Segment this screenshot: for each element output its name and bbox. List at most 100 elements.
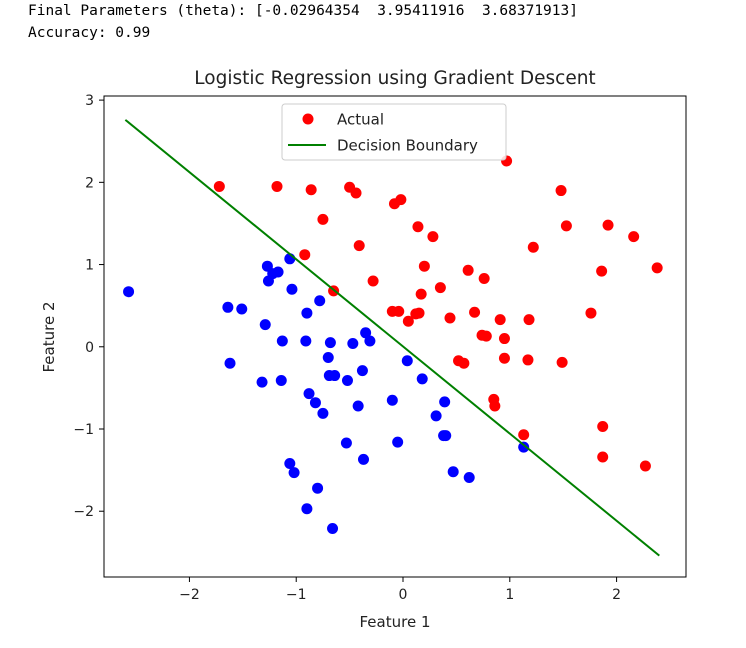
data-point-class-0 (303, 388, 315, 400)
data-point-class-0 (322, 351, 334, 363)
data-point-class-0 (301, 307, 313, 319)
data-point-class-1 (480, 330, 492, 342)
data-point-class-1 (427, 231, 439, 243)
data-point-class-0 (301, 503, 313, 515)
decision-boundary-line (124, 119, 660, 557)
data-point-class-1 (213, 180, 225, 192)
data-point-class-0 (324, 337, 336, 349)
data-point-class-1 (560, 220, 572, 232)
y-tick-label: −1 (73, 422, 94, 438)
data-point-class-1 (393, 305, 405, 317)
y-tick-label: 2 (85, 175, 94, 191)
data-point-class-1 (413, 307, 425, 319)
data-point-class-1 (412, 221, 424, 233)
data-point-class-1 (305, 184, 317, 196)
plot-frame (103, 95, 687, 578)
data-point-class-1 (402, 315, 414, 327)
data-point-class-0 (463, 472, 475, 484)
data-point-class-1 (434, 282, 446, 294)
legend-dot-marker (302, 113, 314, 125)
data-point-class-1 (271, 180, 283, 192)
data-point-class-0 (329, 370, 341, 382)
data-point-class-0 (518, 441, 530, 453)
data-point-class-0 (312, 482, 324, 494)
data-point-class-0 (314, 295, 326, 307)
data-point-class-1 (555, 185, 567, 197)
data-point-class-1 (523, 314, 535, 326)
axis-ticks: −2 −1 0 1 2 −2 −1 0 1 2 3 (73, 93, 621, 603)
x-axis-label: Feature 1 (360, 613, 431, 631)
data-point-class-0 (259, 319, 271, 331)
y-tick-label: 1 (85, 258, 94, 274)
console-output: Final Parameters (theta): [-0.02964354 3… (28, 0, 578, 44)
data-point-class-1 (418, 260, 430, 272)
data-point-class-1 (458, 357, 470, 369)
parameters-line: Final Parameters (theta): [-0.02964354 3… (28, 3, 578, 19)
chart-title: Logistic Regression using Gradient Desce… (194, 68, 595, 89)
x-tick-label: −2 (179, 587, 200, 603)
data-point-class-1 (299, 249, 311, 261)
data-point-class-1 (367, 275, 379, 287)
data-points (123, 155, 663, 534)
data-point-class-0 (327, 522, 339, 534)
legend-label: Actual (337, 111, 384, 129)
data-point-class-0 (356, 365, 368, 377)
data-point-class-1 (556, 356, 568, 368)
data-point-class-0 (360, 327, 372, 339)
data-point-class-1 (469, 306, 481, 318)
y-axis-label: Feature 2 (40, 302, 58, 373)
data-point-class-0 (357, 453, 369, 465)
data-point-class-1 (353, 240, 365, 252)
data-point-class-0 (317, 407, 329, 419)
y-tick-label: −2 (73, 504, 94, 520)
data-point-class-0 (222, 301, 234, 313)
data-point-class-1 (415, 288, 427, 300)
data-point-class-1 (462, 264, 474, 276)
data-point-class-0 (224, 357, 236, 369)
data-point-class-1 (350, 187, 362, 199)
data-point-class-0 (340, 437, 352, 449)
x-tick-label: 1 (505, 587, 514, 603)
data-point-class-0 (123, 286, 135, 298)
data-point-class-0 (364, 335, 376, 347)
data-point-class-1 (628, 231, 640, 243)
data-point-class-1 (489, 400, 501, 412)
data-point-class-0 (275, 374, 287, 386)
y-tick-label: 3 (85, 93, 94, 109)
data-point-class-1 (602, 219, 614, 231)
data-point-class-1 (639, 460, 651, 472)
data-point-class-1 (518, 429, 530, 441)
data-point-class-0 (286, 283, 298, 295)
data-point-class-0 (386, 394, 398, 406)
data-point-class-0 (236, 303, 248, 315)
data-point-class-1 (498, 333, 510, 345)
legend-label: Decision Boundary (337, 137, 478, 155)
data-point-class-0 (430, 410, 442, 422)
data-point-class-1 (498, 352, 510, 364)
x-tick-label: 2 (612, 587, 621, 603)
data-point-class-1 (317, 213, 329, 225)
data-point-class-1 (494, 314, 506, 326)
legend: Actual Decision Boundary (281, 103, 507, 161)
data-point-class-1 (527, 241, 539, 253)
data-point-class-0 (392, 436, 404, 448)
data-point-class-0 (272, 266, 284, 278)
data-point-class-1 (597, 421, 609, 433)
data-point-class-0 (352, 400, 364, 412)
data-point-class-0 (256, 376, 268, 388)
data-point-class-1 (522, 354, 534, 366)
data-point-class-0 (347, 337, 359, 349)
data-point-class-1 (651, 262, 663, 274)
data-point-class-1 (395, 194, 407, 206)
y-tick-label: 0 (85, 340, 94, 356)
x-tick-label: 0 (399, 587, 408, 603)
data-point-class-0 (440, 430, 452, 442)
legend-box (281, 103, 507, 161)
decision-boundary-layer (124, 119, 660, 557)
data-point-class-0 (300, 335, 312, 347)
data-point-class-0 (439, 396, 451, 408)
data-point-class-0 (262, 275, 274, 287)
data-point-class-0 (284, 458, 296, 470)
data-point-class-1 (596, 265, 608, 277)
